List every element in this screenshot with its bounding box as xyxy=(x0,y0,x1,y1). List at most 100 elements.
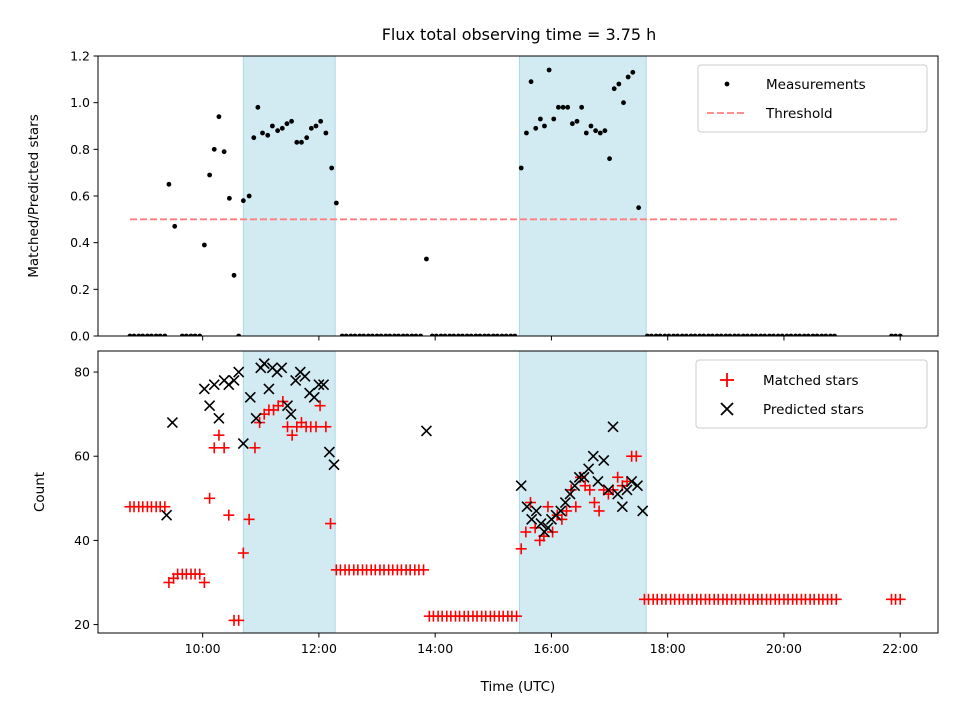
measurements-point-100 xyxy=(588,123,594,129)
ytick-label: 20 xyxy=(74,617,90,632)
measurements-point-146 xyxy=(797,333,803,336)
matched-stars-point-108 xyxy=(612,471,624,483)
measurements-point-3 xyxy=(136,333,142,336)
measurements-point-19 xyxy=(211,146,217,152)
measurements-point-58 xyxy=(396,333,401,336)
measurements-point-69 xyxy=(447,333,453,336)
legend-measurements-marker xyxy=(724,81,730,87)
measurements-point-155 xyxy=(889,333,894,336)
bottom-panel-yticks: 20 40 60 80 xyxy=(74,365,98,632)
measurements-point-107 xyxy=(621,100,626,106)
measurements-point-81 xyxy=(499,333,505,336)
bottom-panel-frame xyxy=(97,350,939,634)
measurements-point-126 xyxy=(710,333,715,336)
measurements-point-72 xyxy=(460,333,465,336)
measurements-point-157 xyxy=(897,333,903,336)
xtick-label: 18:00 xyxy=(650,641,686,656)
measurements-point-50 xyxy=(361,333,367,336)
measurements-point-136 xyxy=(753,333,759,336)
measurements-point-46 xyxy=(343,333,349,336)
measurements-point-77 xyxy=(482,333,487,336)
shaded-interval-1 xyxy=(243,351,336,633)
measurements-point-118 xyxy=(675,333,680,336)
matched-stars-point-27 xyxy=(243,513,255,525)
measurements-point-121 xyxy=(688,333,694,336)
measurements-point-89 xyxy=(537,116,543,122)
measurements-point-111 xyxy=(644,333,650,336)
measurements-point-130 xyxy=(727,333,733,336)
predicted-stars-point-28 xyxy=(317,379,330,391)
measurements-point-48 xyxy=(352,333,358,336)
measurements-point-56 xyxy=(387,333,393,336)
measurements-point-5 xyxy=(145,333,150,336)
measurements-point-16 xyxy=(197,333,203,336)
measurements-point-82 xyxy=(503,333,509,336)
ytick-label: 60 xyxy=(74,449,90,464)
matched-stars-point-102 xyxy=(584,484,596,496)
measurements-point-128 xyxy=(718,333,724,336)
predicted-stars-point-48 xyxy=(587,450,599,462)
measurements-point-13 xyxy=(183,333,189,336)
measurements-point-139 xyxy=(767,333,772,336)
measurements-point-108 xyxy=(625,74,631,80)
shaded-interval-1 xyxy=(243,56,336,336)
matched-stars-point-112 xyxy=(630,450,642,462)
predicted-stars-point-49 xyxy=(592,475,604,488)
measurements-point-102 xyxy=(597,130,603,136)
measurements-point-84 xyxy=(512,333,518,336)
predicted-stars-point-4 xyxy=(204,400,216,412)
ytick-label: 0.2 xyxy=(70,282,90,297)
measurements-point-76 xyxy=(477,333,483,336)
measurements-point-95 xyxy=(565,104,571,110)
measurements-point-20 xyxy=(216,114,222,120)
predicted-stars-point-36 xyxy=(535,518,547,530)
legend-matched-label: Matched stars xyxy=(763,373,859,389)
measurements-point-93 xyxy=(556,104,561,110)
matched-stars-point-103 xyxy=(588,497,600,509)
measurements-point-112 xyxy=(649,333,654,336)
measurements-point-67 xyxy=(438,333,444,336)
predicted-stars-point-46 xyxy=(578,471,590,483)
legend-predicted-marker xyxy=(720,402,734,416)
predicted-stars-point-10 xyxy=(233,366,245,378)
measurements-point-32 xyxy=(275,128,281,134)
predicted-stars-point-54 xyxy=(616,501,628,513)
predicted-stars-point-15 xyxy=(258,358,270,370)
top-panel-legend: Measurements Threshold xyxy=(697,64,928,133)
measurements-point-154 xyxy=(832,333,837,336)
measurements-point-98 xyxy=(579,104,585,110)
ytick-label: 0.4 xyxy=(70,235,90,250)
measurements-point-43 xyxy=(329,165,335,171)
measurements-point-144 xyxy=(788,333,794,336)
measurements-point-44 xyxy=(333,200,339,206)
shaded-interval-2 xyxy=(519,56,647,336)
measurements-point-68 xyxy=(442,333,448,336)
measurements-point-114 xyxy=(657,333,663,336)
measurements-point-78 xyxy=(486,333,492,336)
measurements-point-59 xyxy=(400,333,406,336)
measurements-point-101 xyxy=(593,128,599,134)
matched-stars-point-23 xyxy=(223,509,235,521)
legend-predicted-label: Predicted stars xyxy=(763,402,864,418)
matched-stars-point-43 xyxy=(320,421,332,433)
measurements-point-150 xyxy=(814,333,820,336)
measurements-point-31 xyxy=(269,123,275,129)
measurements-point-119 xyxy=(679,333,685,336)
measurements-point-61 xyxy=(409,333,415,336)
predicted-stars-point-22 xyxy=(290,374,302,387)
measurements-point-96 xyxy=(569,121,575,127)
bottom-panel-ylabel: Count xyxy=(32,472,48,512)
matched-stars-point-20 xyxy=(208,442,220,454)
measurements-point-99 xyxy=(583,130,589,136)
measurements-point-141 xyxy=(775,333,781,336)
predicted-stars-point-52 xyxy=(607,421,619,433)
measurements-point-54 xyxy=(378,333,384,336)
bottom-panel: 20 40 60 80 10:00 12:00 14:00 16:00 18:00 20:00 2… xyxy=(32,350,939,695)
measurements-point-142 xyxy=(779,333,785,336)
measurements-point-75 xyxy=(473,333,479,336)
measurements-point-115 xyxy=(662,333,668,336)
measurements-point-137 xyxy=(758,333,764,336)
matched-stars-point-26 xyxy=(237,547,249,559)
measurements-point-87 xyxy=(528,79,534,85)
